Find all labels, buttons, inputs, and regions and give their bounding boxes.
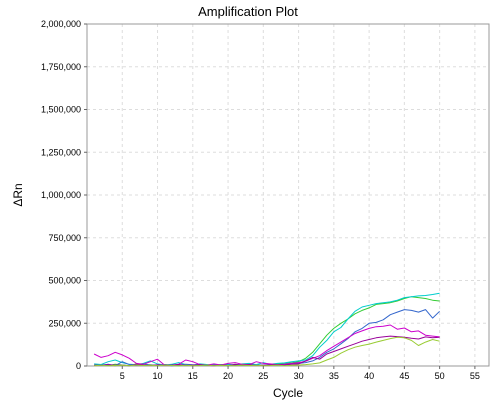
x-tick-label: 5 [120,371,125,381]
x-tick-label: 20 [223,371,233,381]
x-tick-label: 45 [399,371,409,381]
y-tick-label: 0 [76,361,81,371]
series-line-4 [93,324,440,366]
x-axis-ticks: 5 10 15 20 25 30 35 40 45 50 55 [120,366,480,381]
y-tick-label: 500,000 [48,276,81,286]
x-tick-label: 35 [329,371,339,381]
x-tick-label: 30 [294,371,304,381]
series-layer [93,292,440,367]
y-tick-label: 250,000 [48,318,81,328]
chart-title: Amplification Plot [198,4,298,19]
x-tick-label: 25 [258,371,268,381]
x-tick-label: 40 [364,371,374,381]
y-tick-label: 1,250,000 [41,147,81,157]
y-axis-title: ΔRn [11,183,25,206]
series-line-6 [94,336,440,367]
y-tick-label: 1,750,000 [41,62,81,72]
x-tick-label: 10 [153,371,163,381]
grid [87,24,489,366]
x-tick-label: 50 [435,371,445,381]
y-tick-label: 2,000,000 [41,19,81,29]
y-tick-label: 750,000 [48,233,81,243]
x-tick-label: 15 [188,371,198,381]
y-tick-label: 1,000,000 [41,190,81,200]
x-axis-title: Cycle [273,386,303,400]
y-axis-ticks: 0 250,000 500,000 750,000 1,000,000 1,250,000… [41,19,87,371]
x-tick-label: 55 [470,371,480,381]
y-tick-label: 1,500,000 [41,105,81,115]
